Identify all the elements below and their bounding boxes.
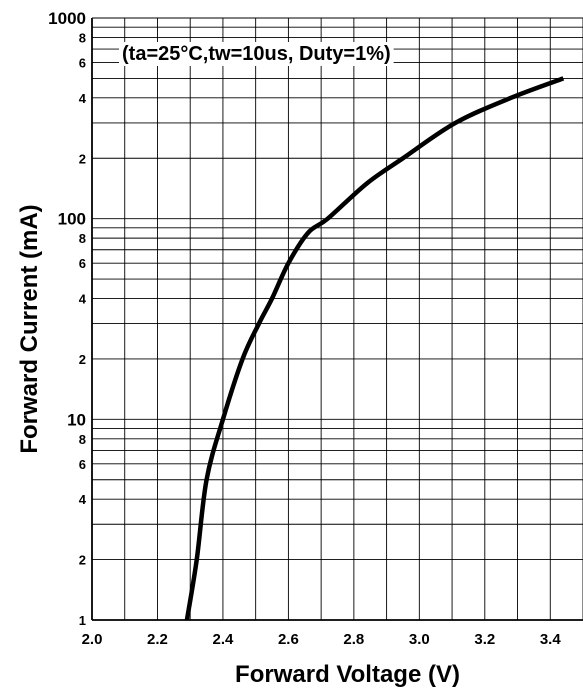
y-axis-label: Forward Current (mA) [16,204,43,453]
chart-annotation: (ta=25°C,tw=10us, Duty=1%) [122,43,391,65]
x-axis-label: Forward Voltage (V) [235,661,460,688]
y-tick-label: 2 [79,151,86,166]
y-tick-label: 4 [79,492,87,507]
x-tick-label: 3.0 [409,631,430,648]
y-tick-label: 4 [79,292,87,307]
y-tick-label: 8 [79,30,86,45]
y-tick-label: 1 [79,613,86,628]
grid [91,17,583,621]
y-tick-label: 6 [79,256,86,271]
y-tick-label: 6 [79,457,86,472]
x-tick-label: 2.6 [278,631,299,648]
series-layer [184,76,565,621]
x-axis-ticks: 2.0 2.2 2.4 2.6 2.8 3.0 3.2 3.4 [82,631,562,648]
x-tick-label: 2.4 [213,631,235,648]
y-tick-label: 2 [79,352,86,367]
x-tick-label: 2.8 [343,631,364,648]
x-tick-label: 3.4 [540,631,562,648]
x-tick-label: 2.2 [147,631,168,648]
y-tick-label: 8 [79,432,86,447]
y-tick-label: 8 [79,231,86,246]
x-tick-label: 3.2 [474,631,495,648]
series-line [184,76,565,621]
y-axis-ticks: 1 2 4 6 8 10 2 4 6 8 100 2 4 6 8 1000 [48,9,87,628]
annotation-background [119,42,394,66]
y-tick-label: 6 [79,56,86,71]
y-tick-label: 100 [58,210,86,229]
y-tick-label: 10 [67,410,86,429]
y-tick-label: 1000 [48,9,86,28]
y-tick-label: 2 [79,553,86,568]
y-tick-label: 4 [79,91,87,106]
x-tick-label: 2.0 [82,631,103,648]
